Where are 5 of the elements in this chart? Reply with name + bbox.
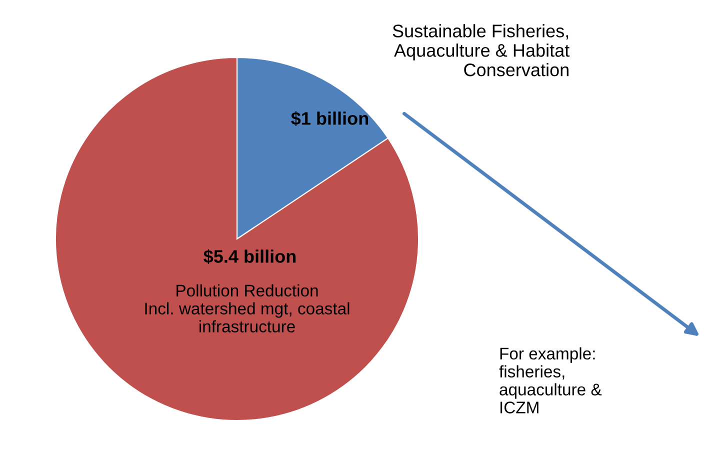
slice-label: Sustainable Fisheries, Aquaculture & Habitat Conservation: [392, 24, 570, 76]
text: For example: fisheries, aquaculture & ICZM: [499, 347, 602, 414]
data-label: $1 billion: [291, 111, 368, 126]
slice-label: Pollution Reduction Incl. watershed mgt, coastal infrastructure: [145, 284, 350, 332]
data-label: $5.4 billion: [204, 249, 296, 264]
